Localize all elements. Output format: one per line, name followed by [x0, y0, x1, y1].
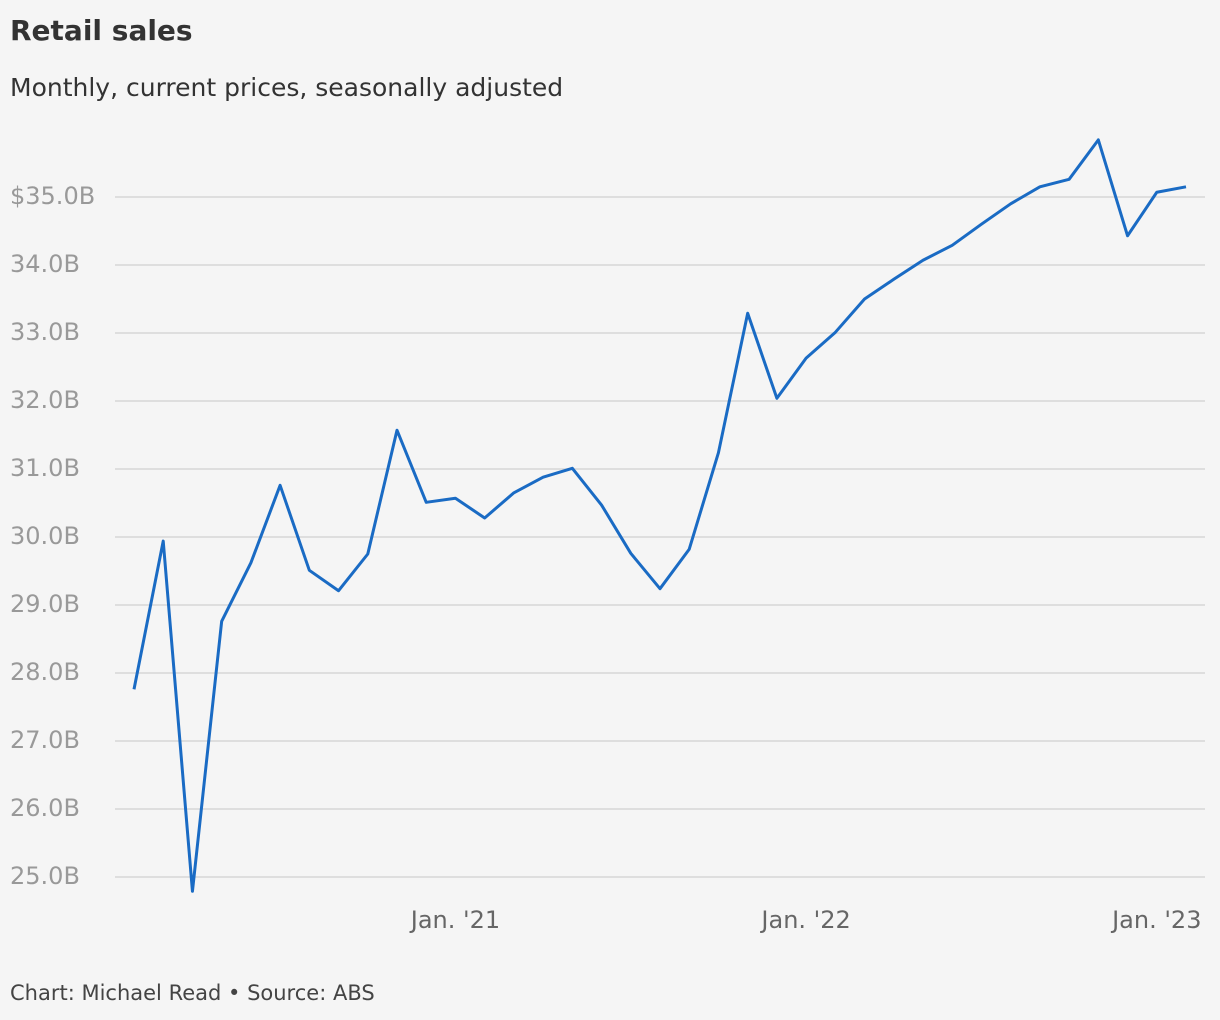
y-tick-label: 34.0B — [10, 250, 80, 278]
y-tick-label: 25.0B — [10, 862, 80, 890]
chart-source: Chart: Michael Read • Source: ABS — [10, 981, 375, 1005]
y-tick-label: 28.0B — [10, 658, 80, 686]
y-tick-label: 26.0B — [10, 794, 80, 822]
y-tick-label: 29.0B — [10, 590, 80, 618]
y-tick-label: 32.0B — [10, 386, 80, 414]
y-tick-label: 27.0B — [10, 726, 80, 754]
data-line — [132, 138, 1187, 893]
x-tick-label: Jan. '22 — [759, 906, 850, 934]
y-tick-label: 30.0B — [10, 522, 80, 550]
chart-subtitle: Monthly, current prices, seasonally adju… — [10, 73, 563, 102]
chart-title: Retail sales — [10, 14, 193, 47]
y-tick-label: 33.0B — [10, 318, 80, 346]
y-tick-label: 31.0B — [10, 454, 80, 482]
y-tick-label: $35.0B — [10, 182, 95, 210]
x-tick-label: Jan. '23 — [1110, 906, 1201, 934]
x-tick-label: Jan. '21 — [409, 906, 500, 934]
